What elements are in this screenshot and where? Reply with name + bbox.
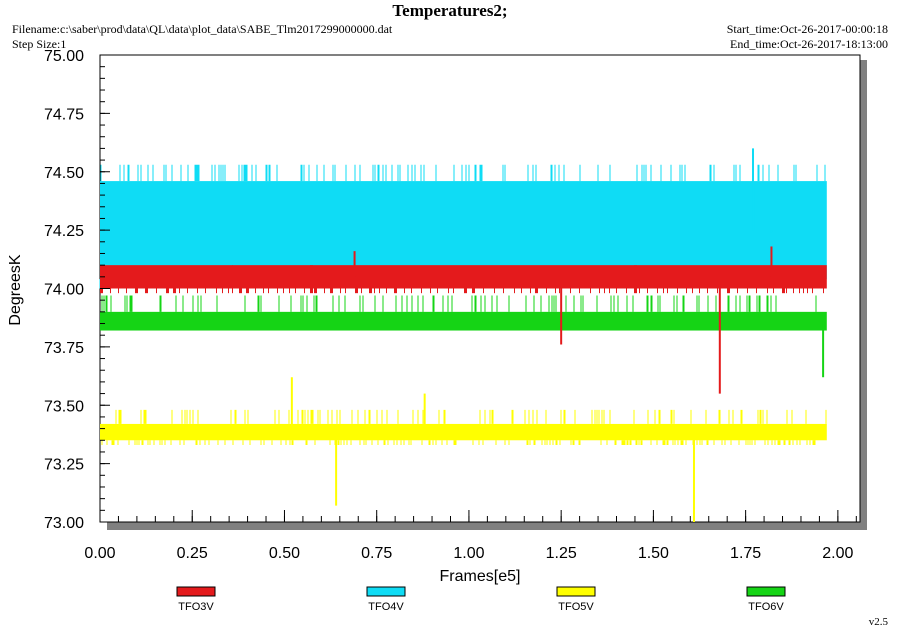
y-tick-label: 74.25 — [44, 223, 84, 240]
series-tick — [803, 284, 804, 294]
series-tick — [717, 286, 718, 294]
axis-layer: 0.00 0.25 0.50 0.75 1.00 1.25 1.50 1.75 2.00 73.0… — [44, 48, 857, 562]
series-tick — [692, 284, 693, 294]
legend-swatch-tfo5v — [556, 586, 596, 597]
series-band — [100, 423, 827, 441]
chart-title: Temperatures2; — [392, 1, 508, 20]
y-tick-label: 74.75 — [44, 106, 84, 123]
y-tick-label: 73.25 — [44, 457, 84, 474]
series-tick — [166, 285, 169, 294]
x-tick-label: 1.00 — [453, 545, 484, 562]
series-band — [100, 265, 827, 289]
x-tick-label: 1.25 — [546, 545, 577, 562]
y-tick-label: 73.75 — [44, 340, 84, 357]
y-tick-label: 74.50 — [44, 165, 84, 182]
series-tick — [173, 286, 176, 294]
x-tick-label: 1.75 — [730, 545, 761, 562]
step-size-label: Step Size:1 — [12, 37, 67, 51]
series-tick — [483, 287, 484, 294]
version-label: v2.5 — [868, 616, 888, 628]
series-tick — [472, 285, 475, 294]
x-tick-label: 0.50 — [269, 545, 300, 562]
series-band — [100, 181, 827, 280]
start-time-label: Start_time:Oct-26-2017-00:00:18 — [726, 22, 888, 36]
x-tick-label: 0.25 — [177, 545, 208, 562]
series-tfo6v — [100, 295, 827, 378]
y-tick-label: 73.00 — [44, 515, 84, 532]
x-tick-label: 0.75 — [361, 545, 392, 562]
series-band — [100, 311, 827, 331]
series-tick — [179, 284, 180, 294]
x-tick-label: 0.00 — [84, 545, 115, 562]
series-tick — [521, 287, 522, 294]
legend-label-tfo4v: TFO4V — [368, 601, 404, 613]
y-tick-label: 75.00 — [44, 48, 84, 65]
series-tick — [756, 285, 757, 294]
series-tick — [599, 286, 600, 294]
series-tick — [295, 287, 296, 294]
x-tick-label: 1.50 — [638, 545, 669, 562]
legend-label-tfo6v: TFO6V — [748, 601, 784, 613]
series-tick — [747, 284, 748, 294]
y-tick-label: 74.00 — [44, 282, 84, 299]
x-tick-label: 2.00 — [822, 545, 853, 562]
legend-swatch-tfo4v — [366, 586, 406, 597]
legend-swatch-tfo3v — [176, 586, 216, 597]
filename-label: Filename:c:\saber\prod\data\QL\data\plot… — [12, 22, 393, 36]
series-tick — [324, 285, 325, 294]
x-axis-title: Frames[e5] — [440, 568, 521, 585]
legend-label-tfo3v: TFO3V — [178, 601, 214, 613]
series-tick — [268, 287, 269, 294]
series-tick — [555, 284, 556, 294]
legend-swatch-tfo6v — [746, 586, 786, 597]
y-tick-label: 73.50 — [44, 398, 84, 415]
legend-label-tfo5v: TFO5V — [558, 601, 594, 613]
legend: TFO3V TFO4V TFO5V TFO6V — [176, 586, 786, 613]
series-tfo3v — [100, 246, 827, 394]
series-tick — [126, 288, 127, 294]
end-time-label: End_time:Oct-26-2017-18:13:00 — [730, 37, 888, 51]
series-tfo5v — [100, 377, 827, 522]
y-axis-title: DegreesK — [7, 254, 24, 325]
series-layer — [99, 148, 827, 522]
series-tick — [283, 287, 284, 294]
series-tick — [239, 286, 242, 294]
